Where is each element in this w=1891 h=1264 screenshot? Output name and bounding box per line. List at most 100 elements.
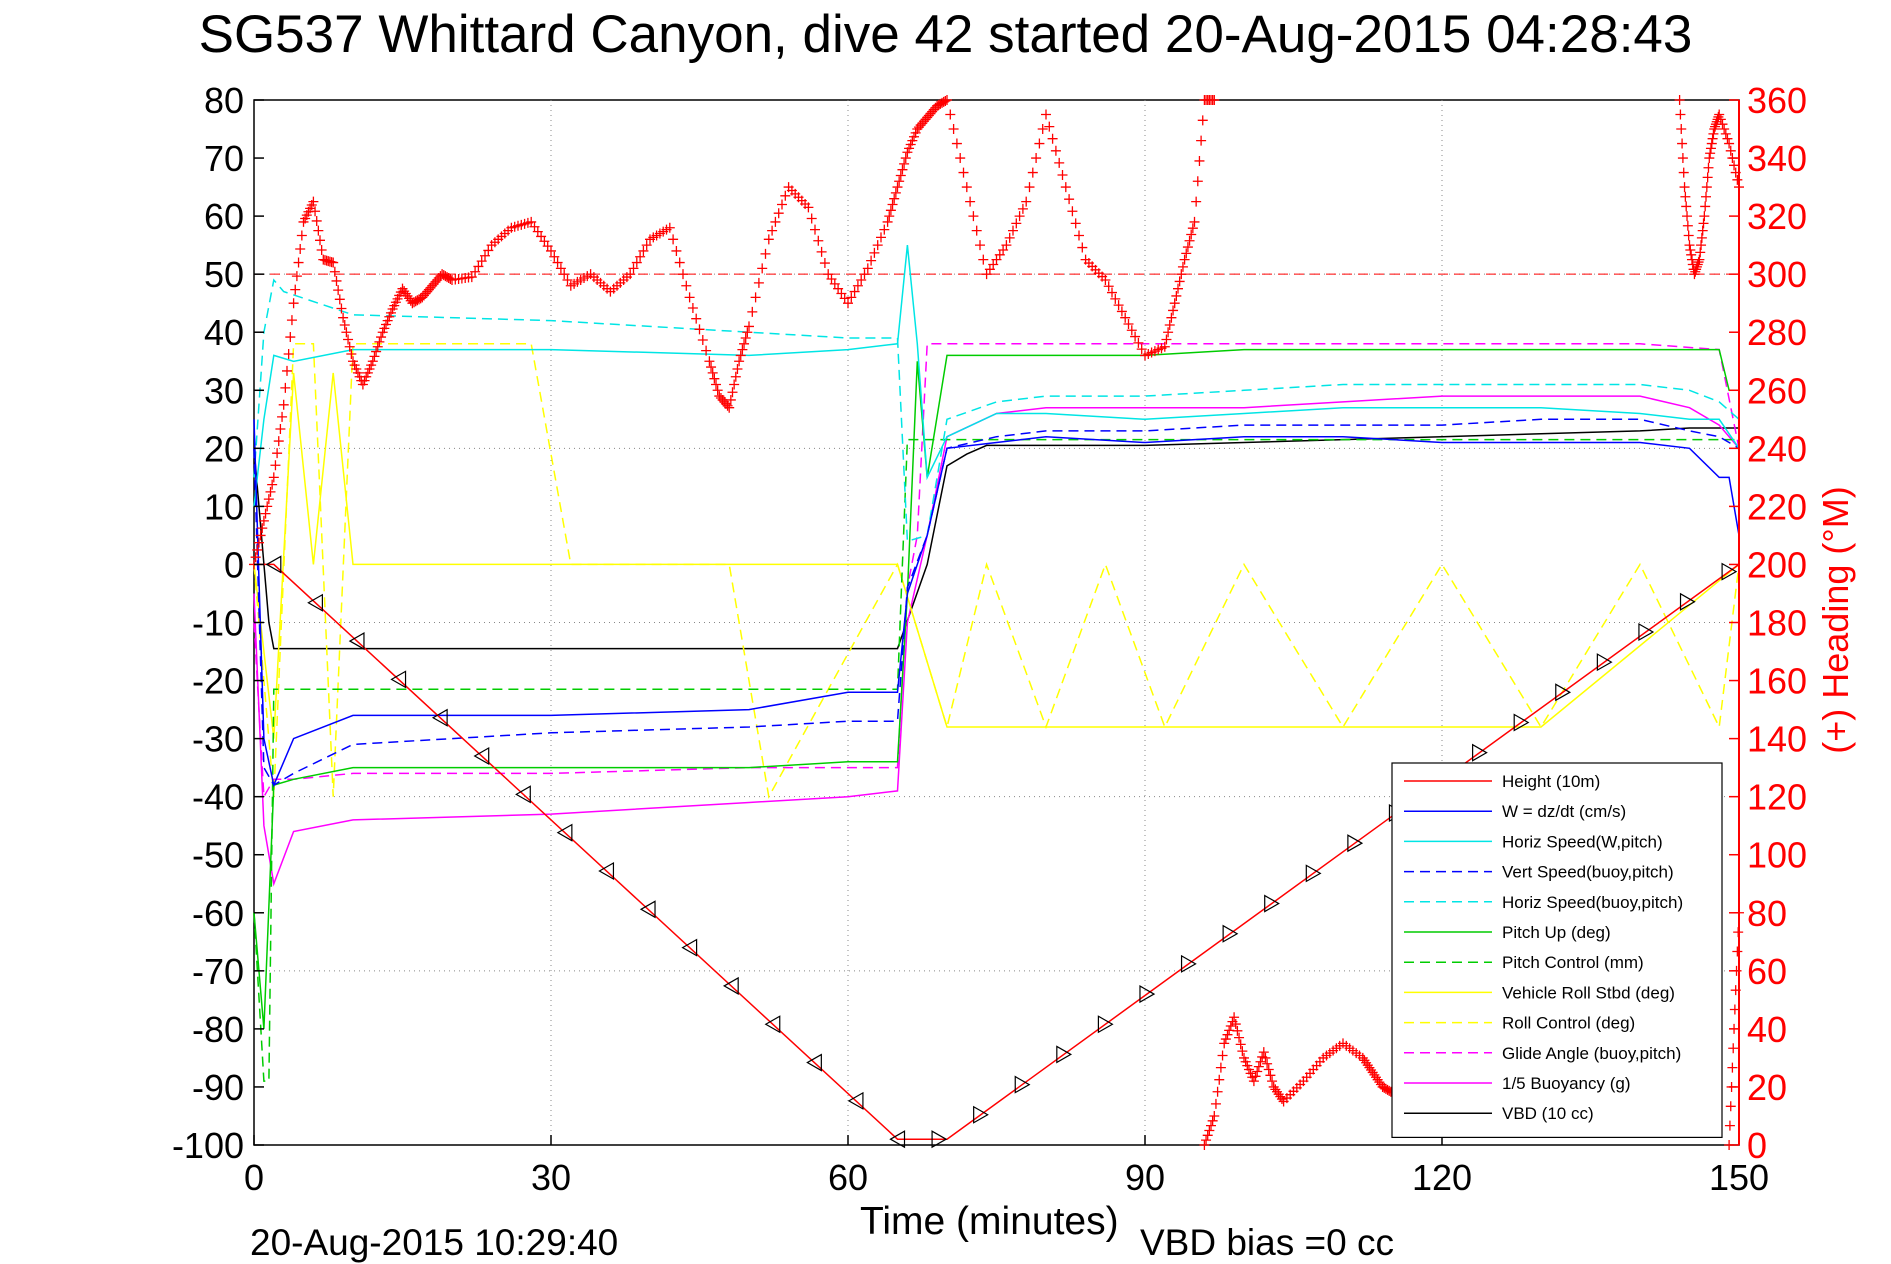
y-tick-label: -50 [192,835,244,876]
heading-point [862,263,873,274]
heading-point [819,258,830,269]
heading-point [1684,240,1695,251]
height-marker [1555,683,1571,702]
y2-tick-label: 140 [1747,719,1807,760]
heading-point [892,182,903,193]
x-tick-label: 0 [244,1157,264,1198]
y2-tick-label: 260 [1747,370,1807,411]
chart-title: SG537 Whittard Canyon, dive 42 started 2… [198,5,1693,64]
heading-point [709,373,720,384]
x-tick-label: 120 [1412,1157,1472,1198]
height-marker [806,1053,822,1072]
heading-point [1685,244,1696,255]
heading-point [1204,1125,1215,1136]
heading-point [1235,1039,1246,1050]
heading-point [1179,254,1190,265]
y-tick-label: 40 [204,312,244,353]
height-marker [764,1015,781,1034]
heading-point [344,341,355,352]
legend-label: Pitch Control (mm) [1502,953,1644,972]
heading-point [346,348,357,359]
y2-tick-label: 200 [1747,544,1807,585]
heading-point [942,95,952,105]
heading-point [1682,220,1693,231]
height-marker [1347,834,1364,853]
height-marker [1097,1015,1114,1034]
legend-box [1391,762,1723,1138]
height-marker [1056,1045,1073,1064]
heading-point [732,363,743,374]
heading-point [1116,306,1127,317]
heading-point [555,263,566,274]
heading-point [810,224,820,235]
heading-point [1027,167,1038,178]
heading-point [1126,325,1137,336]
heading-point [945,109,956,120]
heading-point [879,224,890,235]
heading-point [1705,143,1716,154]
heading-point [272,448,283,459]
heading-point [641,240,652,251]
heading-point [1715,114,1726,125]
heading-point [1720,128,1731,139]
heading-point [546,245,556,256]
height-marker [390,670,407,689]
height-marker [1264,894,1280,913]
heading-point [1064,194,1075,205]
heading-point [1077,242,1088,253]
heading-point [701,345,712,356]
height-marker [1014,1075,1031,1094]
y2-tick-label: 160 [1747,661,1807,702]
heading-point [296,230,307,241]
heading-point [1250,1071,1261,1082]
heading-point [631,257,642,268]
height-marker [1222,924,1239,943]
height-marker [847,1091,864,1110]
heading-point [1725,1101,1736,1112]
heading-point [1177,261,1188,272]
heading-point [691,313,702,324]
heading-point [948,124,959,135]
heading-point [1724,138,1735,149]
heading-point [1060,182,1071,193]
heading-point [767,225,778,236]
heading-point [780,190,791,201]
heading-point [884,211,895,222]
heading-point [900,153,911,164]
heading-point [257,523,268,534]
heading-point [336,303,347,314]
heading-point [376,332,387,343]
heading-point [1699,211,1710,222]
heading-point [295,244,306,255]
heading-point [1675,109,1686,120]
heading-point [280,382,291,393]
heading-point [694,324,705,335]
heading-point [965,196,976,207]
heading-point [1682,211,1693,222]
heading-point [971,225,982,236]
heading-point [1263,1064,1274,1075]
heading-point [260,508,271,519]
height-marker [431,708,448,727]
heading-point [1681,201,1692,212]
heading-point [1209,95,1220,105]
heading-point [664,222,675,233]
heading-point [1708,128,1719,139]
y-tick-label: -100 [172,1125,244,1166]
y2-tick-label: 240 [1747,428,1807,469]
y2-tick-label: 120 [1747,777,1807,818]
heading-point [253,537,264,548]
heading-point [1729,160,1740,171]
heading-point [724,402,735,413]
heading-point [1704,153,1715,164]
heading-point [1123,318,1134,329]
heading-point [859,269,870,280]
heading-point [1696,232,1707,243]
heading-point [1197,115,1208,126]
heading-point [270,460,281,471]
y2-tick-label: 280 [1747,312,1807,353]
heading-point [958,167,969,178]
legend-label: Height (10m) [1502,772,1600,791]
heading-point [1164,319,1175,330]
